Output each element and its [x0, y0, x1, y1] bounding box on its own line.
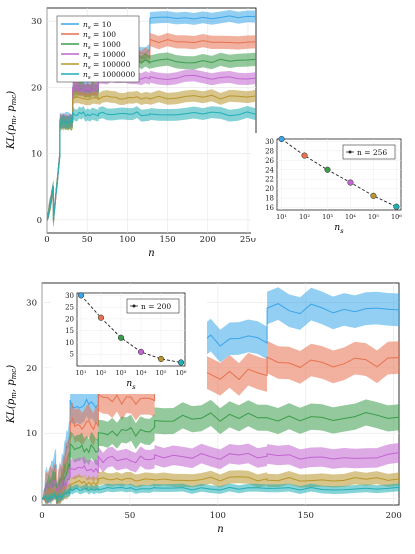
series-line-6: [42, 486, 399, 500]
inset-y-tick-label: 15: [65, 327, 74, 335]
bottom-panel: 0 50 100 150 200 0 10 20 30 n KL(pm, pmc) 5 10 15 20 25…: [6, 282, 402, 535]
inset-y-tick-label: 28: [265, 147, 274, 155]
legend-label: ns = 1000: [83, 40, 121, 51]
inset-point: [370, 192, 377, 199]
y-tick-label: 30: [31, 17, 42, 27]
inset-point: [278, 135, 285, 143]
inset-x-tick-label: 10¹: [76, 369, 87, 377]
x-tick-label: 150: [159, 235, 175, 245]
series-band-4: [42, 443, 399, 504]
legend-label: ns = 10: [83, 20, 111, 31]
series-layer: [47, 10, 256, 229]
inset-x-tick-label: 10³: [322, 213, 333, 221]
inset-point: [393, 203, 400, 210]
inset-annotation-box: [126, 298, 180, 314]
x-tick-label: 250: [240, 235, 256, 245]
inset-plot: 5 10 15 20 25 30 10¹ 10² 10³ 10⁴ 10⁵ 10⁶ ns n = 200: [51, 287, 207, 394]
inset-y-tick-label: 5: [70, 351, 74, 359]
inset-x-axis-label: ns: [126, 379, 136, 391]
inset-x-tick-label: 10³: [116, 369, 127, 377]
inset-x-tick-label: 10⁵: [156, 369, 167, 377]
legend-label: ns = 10000: [83, 50, 126, 61]
inset-annotation-marker: [132, 304, 136, 308]
series-band-6: [47, 106, 256, 226]
inset-point: [137, 348, 145, 355]
inset-y-tick-label: 10: [65, 339, 74, 347]
inset-line: [281, 138, 397, 208]
y-axis-label: KL(pm, pmc): [6, 365, 18, 424]
y-tick-label: 0: [37, 216, 42, 226]
series-line-6: [47, 111, 256, 221]
inset-y-tick-label: 30: [265, 138, 274, 146]
inset-y-tick-label: 18: [265, 195, 274, 203]
inset-x-axis-label: ns: [334, 223, 344, 235]
inset-y-tick-label: 20: [265, 185, 274, 193]
x-tick-label: 0: [44, 235, 49, 245]
inset-line: [80, 295, 182, 363]
inset-point: [117, 334, 125, 341]
inset-x-tick-label: 10²: [299, 213, 310, 221]
legend-box: [56, 15, 140, 83]
y-tick-label: 10: [26, 429, 37, 439]
x-tick-label: 0: [39, 511, 44, 521]
x-axis-label: n: [148, 248, 154, 259]
inset-point: [347, 179, 354, 186]
top-panel: 0 50 100 150 200 250 0 10 20 30 n KL(pm, pmc) ns = 1…: [6, 7, 415, 259]
y-tick-label: 10: [31, 150, 42, 160]
inset-x-tick-label: 10⁶: [391, 213, 402, 221]
inset-x-tick-label: 10¹: [276, 213, 287, 221]
x-tick-label: 200: [386, 511, 402, 521]
y-tick-label: 20: [26, 364, 37, 374]
inset-point: [324, 166, 331, 173]
inset-y-tick-label: 30: [65, 292, 74, 300]
y-axis-label: KL(pm, pmc): [6, 91, 18, 150]
inset-annotation-label: n = 200: [141, 302, 171, 311]
inset-x-tick-label: 10⁴: [345, 213, 356, 221]
inset-y-tick-label: 22: [265, 176, 274, 184]
inset-point: [97, 314, 105, 321]
series-band-3: [42, 399, 399, 504]
inset-x-tick-label: 10⁶: [176, 369, 187, 377]
legend-label: ns = 1000000: [83, 70, 135, 81]
y-tick-label: 30: [26, 299, 37, 309]
x-tick-label: 50: [125, 511, 136, 521]
x-tick-label: 200: [200, 235, 216, 245]
y-tick-label: 0: [32, 494, 37, 504]
inset-y-tick-label: 20: [65, 315, 74, 323]
inset-y-tick-label: 26: [265, 157, 274, 165]
inset-point: [301, 152, 308, 159]
x-tick-label: 50: [82, 235, 93, 245]
inset-annotation-box: [342, 144, 396, 160]
inset-point: [77, 292, 85, 299]
legend-label: ns = 100: [83, 30, 116, 41]
x-tick-label: 100: [119, 235, 135, 245]
inset-y-tick-label: 16: [265, 204, 274, 212]
x-tick-label: 100: [210, 511, 226, 521]
inset-x-tick-label: 10⁵: [368, 213, 379, 221]
inset-point: [177, 359, 185, 366]
y-tick-label: 20: [31, 83, 42, 93]
inset-point: [157, 355, 165, 362]
inset-annotation-marker: [348, 150, 352, 154]
inset-x-tick-label: 10²: [96, 369, 107, 377]
x-axis-label: n: [217, 524, 223, 535]
inset-annotation-label: n = 256: [357, 148, 387, 157]
inset-x-tick-label: 10⁴: [136, 369, 147, 377]
legend-label: ns = 100000: [83, 60, 131, 71]
x-tick-label: 150: [298, 511, 314, 521]
inset-y-tick-label: 25: [65, 304, 74, 312]
inset-y-tick-label: 24: [265, 166, 274, 174]
